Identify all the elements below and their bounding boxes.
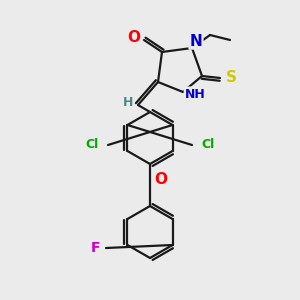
Text: O: O (128, 29, 140, 44)
Text: N: N (190, 34, 202, 49)
Text: S: S (226, 70, 236, 86)
Text: NH: NH (184, 88, 206, 100)
Text: Cl: Cl (85, 139, 99, 152)
Text: H: H (123, 97, 133, 110)
Text: F: F (91, 241, 101, 255)
Text: Cl: Cl (201, 139, 214, 152)
Text: O: O (154, 172, 167, 188)
